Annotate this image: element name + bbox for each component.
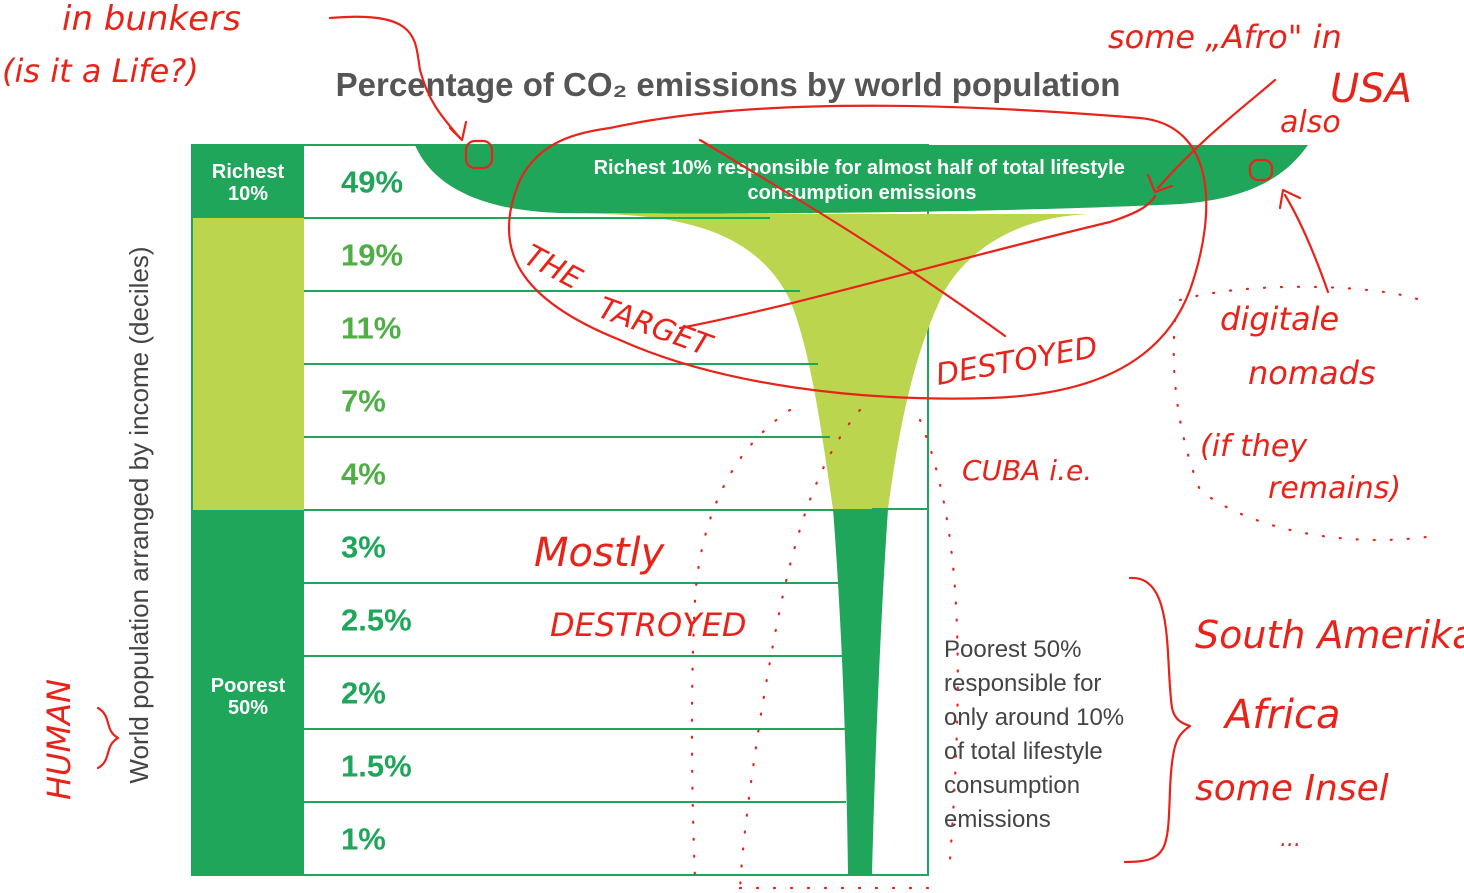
note-is-it-a-life: (is it a Life?) [2, 52, 199, 90]
circle-bunkers [464, 139, 494, 170]
arrow-afro [1156, 78, 1277, 190]
arrow-bunkers [328, 15, 462, 140]
value-label-2: 19% [341, 238, 403, 273]
brace-poorest [1123, 576, 1192, 864]
richest-band [415, 145, 1308, 214]
decile-strip-2 [192, 218, 304, 291]
cross-line-2 [678, 194, 1157, 330]
arrow-nomads-head [1278, 188, 1302, 210]
note-afro: some „Afro" in [1108, 18, 1342, 56]
note-usa: USA [1330, 66, 1412, 112]
note-digitale: digitale [1220, 300, 1339, 338]
value-label-1: 49% [341, 165, 403, 200]
note-nomads: nomads [1248, 354, 1376, 392]
decile-strip-3 [192, 291, 304, 364]
value-label-7: 2.5% [341, 603, 412, 638]
middle-funnel [600, 214, 1090, 509]
value-label-6: 3% [341, 530, 386, 565]
y-axis-label: World population arranged by income (dec… [124, 246, 154, 783]
poorest-stem [833, 509, 888, 874]
decile-strip-10 [192, 802, 304, 875]
dotted-line-left [690, 408, 792, 882]
poorest-bracket [872, 508, 929, 874]
cross-line-1 [698, 138, 1007, 338]
value-label-5: 4% [341, 457, 386, 492]
band-label-poorest: Poorest 50% [211, 675, 286, 719]
value-label-10: 1% [341, 822, 386, 857]
note-ellipsis: ... [1280, 827, 1301, 852]
decile-strip-6 [192, 510, 304, 583]
note-mostly: Mostly [534, 530, 666, 576]
value-label-8: 2% [341, 676, 386, 711]
value-label-3: 11% [341, 311, 401, 346]
note-remains: remains) [1268, 471, 1401, 506]
decile-strip-9 [192, 729, 304, 802]
brace-human [96, 706, 120, 770]
target-loop [507, 104, 1208, 400]
note-mostly-destroyed: DESTROYED [550, 606, 747, 644]
note-cuba: CUBA i.e. [962, 454, 1092, 487]
chart-title: Percentage of CO₂ emissions by world pop… [336, 66, 1121, 103]
value-label-4: 7% [341, 384, 386, 419]
note-some-insel: some Insel [1195, 768, 1389, 809]
note-bunkers: in bunkers [62, 0, 241, 39]
note-the: THE [518, 238, 587, 297]
arrow-bunkers-head [448, 120, 468, 142]
decile-strip-8 [192, 656, 304, 729]
note-africa: Africa [1222, 692, 1341, 738]
note-if-they: (if they [1200, 429, 1308, 464]
decile-strip-4 [192, 364, 304, 437]
decile-strip-1 [192, 145, 304, 218]
richest-annotation: Richest 10% responsible for almost half … [594, 157, 1131, 204]
circle-nomads [1248, 158, 1274, 182]
arrow-nomads [1283, 193, 1330, 294]
note-human: HUMAN [40, 679, 78, 800]
dotted-region-nomads [1172, 285, 1442, 542]
band-label-richest: Richest 10% [212, 161, 285, 205]
note-destoyed: DESTOYED [933, 330, 1100, 393]
arrow-afro-head [1146, 173, 1174, 194]
note-south-amerika: South Amerika [1195, 613, 1464, 657]
note-also: also [1280, 105, 1341, 140]
value-label-9: 1.5% [341, 749, 412, 784]
poorest-annotation: Poorest 50% responsible for only around … [944, 636, 1131, 833]
decile-strip-5 [192, 437, 304, 510]
decile-strip-7 [192, 583, 304, 656]
